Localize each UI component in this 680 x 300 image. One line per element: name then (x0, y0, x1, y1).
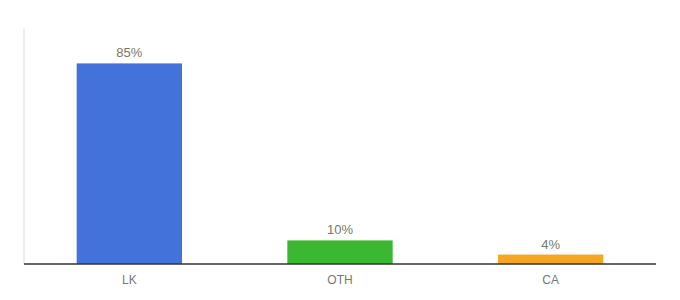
bar (287, 240, 392, 264)
x-tick-label: LK (122, 273, 137, 287)
data-label: 4% (541, 237, 560, 252)
bars (77, 63, 604, 264)
x-tick-label: CA (542, 273, 559, 287)
data-label: 85% (116, 45, 142, 60)
bar (498, 255, 603, 264)
data-label: 10% (327, 222, 353, 237)
chart-container: 85% 10% 4% LK OTH CA (0, 0, 680, 300)
y-axis-line (24, 28, 25, 264)
x-axis-line (24, 263, 656, 265)
chart: 85% 10% 4% LK OTH CA (0, 0, 680, 300)
bar (77, 63, 182, 264)
x-tick-label: OTH (327, 273, 352, 287)
